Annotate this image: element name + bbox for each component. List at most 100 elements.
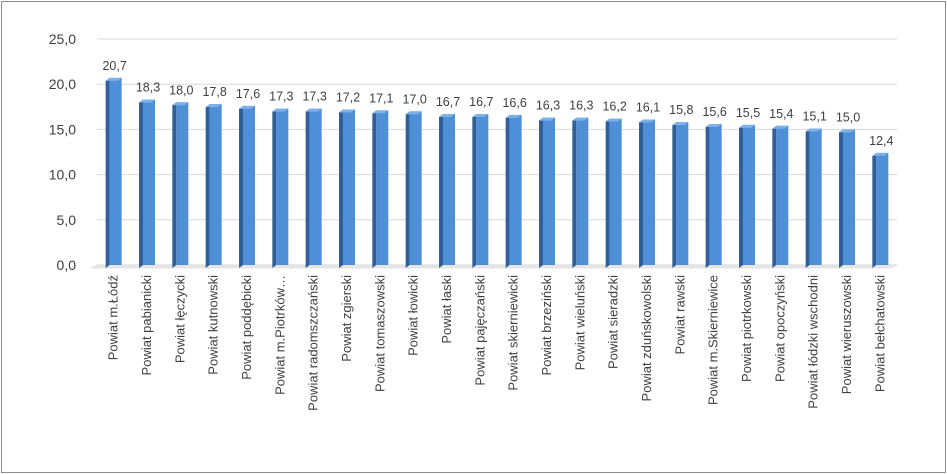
x-tick-label: Powiat zduńskowolski [639,275,654,402]
bar-side [472,114,477,268]
bar-side [705,123,710,268]
data-label: 15,5 [736,106,760,120]
bar-side [205,104,210,268]
bar-front [576,117,589,265]
x-tick-label: Powiat łowicki [406,275,421,356]
bar [705,123,722,268]
bar [405,111,422,268]
bar-top [539,117,555,121]
bar-front [243,105,255,265]
bar [372,110,389,268]
bar [672,122,689,268]
x-tick-label: Powiat łaski [439,275,454,344]
bar [205,104,222,268]
bar-front [143,99,155,266]
y-tick-label: 0,0 [57,257,77,273]
bar [639,119,655,269]
bar-top [505,114,522,118]
bar-top [572,117,589,121]
bar-side [872,152,877,268]
bar-front [509,114,522,265]
x-tick-label: Powiat wieluński [572,275,587,370]
bar-front [376,110,389,265]
data-label: 15,6 [702,105,726,119]
x-tick-label: Powiat pabianicki [139,275,154,376]
bar-front [643,119,655,266]
bar-front [843,129,855,265]
bar [172,102,189,268]
bar-side [305,108,310,268]
x-tick-label: Powiat radomszczański [306,275,321,411]
data-label: 17,3 [269,90,293,104]
bar-front [609,118,622,265]
bar [772,125,789,268]
y-tick-label: 20,0 [49,76,76,92]
bar [105,77,122,268]
bar-front [276,108,289,265]
bar-front [343,109,355,266]
bar [739,124,755,268]
data-label: 15,4 [769,107,793,121]
x-tick-label: Powiat opoczyński [772,275,787,382]
data-label: 17,6 [236,87,260,101]
bar [505,114,522,268]
bar-side [772,125,777,268]
bar-side [739,124,743,268]
bar-front [476,114,489,265]
bar [239,105,255,269]
bar-top [405,111,422,115]
bar-top [872,152,889,156]
x-tick-label: Powiat wieruszowski [839,275,854,394]
bar-side [672,122,677,268]
data-label: 15,1 [802,109,826,123]
bar-side [405,111,410,268]
data-label: 16,7 [469,95,493,109]
x-tick-label: Powiat tomaszowski [372,275,387,392]
bar-side [639,119,643,269]
x-tick-label: Powiat brzeziński [539,275,554,376]
data-label: 17,8 [202,85,226,99]
bar-top [305,108,322,112]
bar-top [105,77,122,81]
bar-top [372,110,389,114]
bar-top [605,118,622,122]
bar [805,128,822,268]
y-tick-label: 5,0 [57,212,77,228]
data-label: 16,3 [569,99,593,113]
bar-front [409,111,422,265]
x-tick-label: Powiat skierniewicki [506,275,521,391]
y-tick-label: 10,0 [49,167,76,183]
bar-top [339,109,355,113]
data-label: 18,0 [169,83,193,97]
x-tick-label: Powiat łęczycki [172,275,187,363]
chart-floor [90,264,898,269]
bar-side [505,114,510,268]
bar-side [172,102,177,268]
bar-front [443,114,455,265]
bar-top [139,99,155,103]
bar-top [205,104,222,108]
data-label: 15,0 [836,110,860,124]
y-tick-label: 15,0 [49,121,76,137]
data-label: 16,7 [436,95,460,109]
bar-front [543,117,555,265]
data-label: 16,6 [502,96,526,110]
data-label: 16,1 [636,100,660,114]
data-label: 17,2 [336,91,360,105]
data-label: 17,3 [302,90,326,104]
bar-side [839,129,843,268]
bar [605,118,622,268]
bar-side [539,117,543,268]
bar-top [805,128,822,132]
y-tick-label: 25,0 [49,31,76,47]
bar-front [176,102,189,265]
data-label: 12,4 [869,134,893,148]
data-label: 17,1 [369,91,393,105]
bar-side [572,117,577,268]
bar-top [672,122,689,126]
bar-side [339,109,343,269]
x-tick-label: Powiat m.Łódź [106,275,121,360]
bar-side [605,118,610,268]
